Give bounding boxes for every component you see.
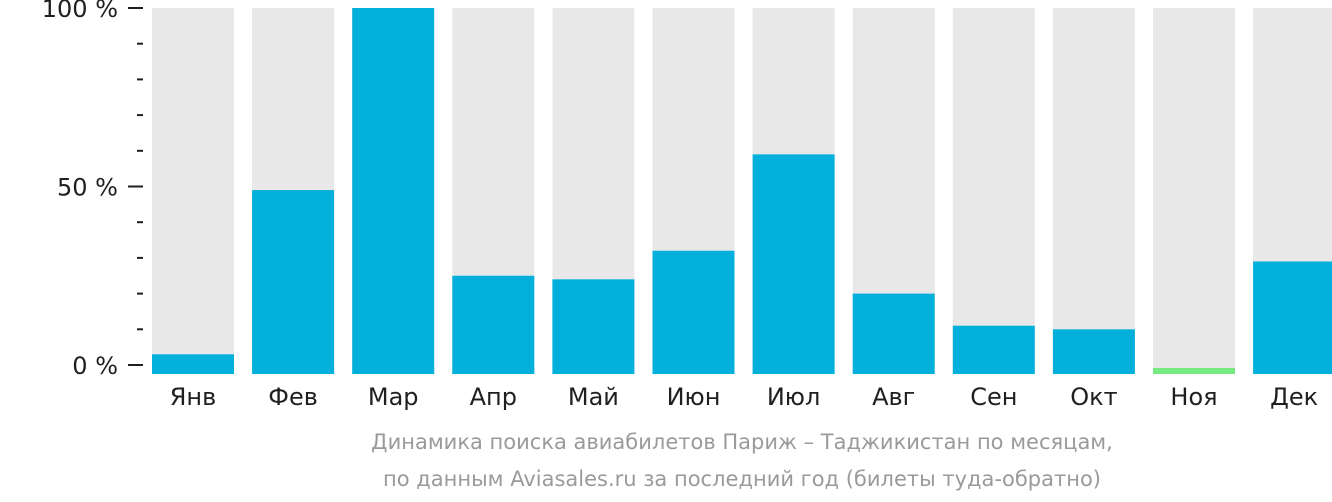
bar-background <box>952 8 1035 374</box>
x-tick-label: Дек <box>1270 383 1318 411</box>
bar-background <box>1052 8 1135 374</box>
bars <box>152 8 1332 374</box>
x-tick-label: Ноя <box>1170 383 1217 411</box>
y-tick-label: 0 % <box>72 352 118 380</box>
bar <box>152 354 234 374</box>
x-tick-label: Фев <box>268 383 318 411</box>
bar <box>1052 329 1135 374</box>
y-tick-label: 50 % <box>57 174 118 202</box>
x-tick-label: Май <box>568 383 619 411</box>
bar-zero-marker <box>1153 368 1235 374</box>
bar <box>952 325 1035 374</box>
bar <box>1253 261 1332 374</box>
x-tick-label: Окт <box>1070 383 1117 411</box>
x-tick-label: Июл <box>767 383 821 411</box>
x-tick-label: Июн <box>667 383 721 411</box>
bar <box>852 293 935 374</box>
x-tick-label: Апр <box>470 383 517 411</box>
x-tick-label: Авг <box>872 383 915 411</box>
bar <box>552 279 635 374</box>
bar <box>252 190 335 374</box>
x-tick-label: Янв <box>170 383 217 411</box>
chart-caption-line-1: Динамика поиска авиабилетов Париж – Тадж… <box>371 430 1113 454</box>
bar-background <box>152 8 234 374</box>
bar-background <box>1153 8 1235 374</box>
bar <box>352 8 435 374</box>
bar <box>452 275 535 374</box>
x-tick-label: Сен <box>970 383 1017 411</box>
chart-caption-line-2: по данным Aviasales.ru за последний год … <box>383 467 1101 491</box>
y-axis: 0 % 50 % 100 % <box>42 0 143 380</box>
bar <box>652 250 735 374</box>
bar <box>752 154 835 374</box>
x-axis-labels: Янв Фев Мар Апр Май Июн Июл Авг Сен Окт Ноя Дек <box>170 383 1318 411</box>
y-tick-label: 100 % <box>42 0 118 23</box>
x-tick-label: Мар <box>368 383 419 411</box>
